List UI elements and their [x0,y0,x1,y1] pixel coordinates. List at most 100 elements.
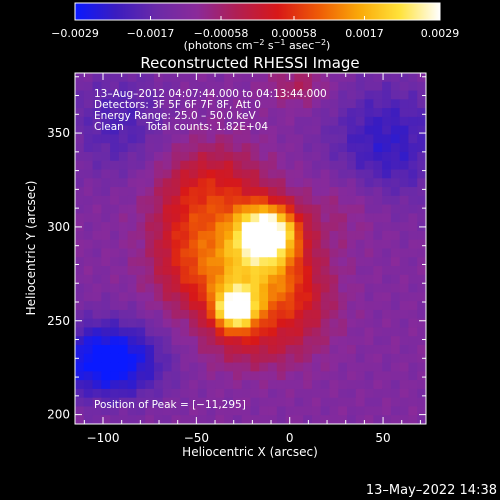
heatmap-cell [110,345,120,355]
heatmap-cell [224,151,234,162]
heatmap-cell [189,195,199,206]
heatmap-cell [145,388,155,399]
heatmap-cell [189,73,199,83]
heatmap-cell [101,73,111,83]
heatmap-cell [224,301,234,311]
heatmap-cell [276,116,287,127]
heatmap-cell [206,151,217,162]
heatmap-cell [162,388,173,399]
heatmap-cell [75,345,85,355]
heatmap-cell [285,248,295,258]
heatmap-cell [110,380,120,390]
heatmap-cell [110,178,120,188]
heatmap-cell [171,143,181,153]
heatmap-cell [241,178,252,188]
heatmap-cell [189,415,199,424]
heatmap-cell [118,380,129,390]
heatmap-cell [355,125,366,136]
heatmap-cell [75,257,85,267]
heatmap-cell [364,222,374,232]
heatmap-cell [180,371,190,381]
heatmap-cell [390,125,401,136]
heatmap-cell [373,143,383,153]
heatmap-cell [241,99,252,109]
heatmap-cell [364,266,374,276]
heatmap-cell [382,406,392,416]
heatmap-cell [285,116,295,127]
heatmap-cell [250,388,260,399]
heatmap-cell [311,257,322,267]
heatmap-cell [294,151,304,162]
heatmap-cell [232,336,243,346]
heatmap-cell [127,239,138,250]
heatmap-cell [110,327,120,337]
heatmap-cell [92,90,102,100]
x-tick-label: −100 [87,431,120,445]
heatmap-cell [320,397,331,408]
heatmap-cell [276,345,287,355]
heatmap-cell [145,169,155,179]
heatmap-cell [110,116,120,127]
heatmap-cell [162,99,173,109]
heatmap-cell [101,327,111,337]
heatmap-cell [417,388,426,399]
heatmap-cell [241,397,252,408]
heatmap-cell [259,204,269,215]
heatmap-cell [75,151,85,162]
heatmap-cell [259,169,269,179]
heatmap-cell [153,81,164,92]
heatmap-cell [83,274,94,285]
heatmap-cell [347,195,357,206]
heatmap-cell [355,397,366,408]
heatmap-cell [311,178,322,188]
heatmap-cell [373,371,383,381]
heatmap-cell [136,274,146,285]
heatmap-cell [285,353,295,364]
heatmap-cell [241,327,252,337]
heatmap-cell [136,160,146,171]
heatmap-cell [268,213,278,223]
heatmap-cell [224,283,234,293]
heatmap-cell [355,353,366,364]
heatmap-cell [259,318,269,329]
heatmap-cell [136,380,146,390]
heatmap-cell [382,151,392,162]
heatmap-cell [241,309,252,320]
heatmap-cell [268,388,278,399]
heatmap-cell [373,274,383,285]
heatmap-cell [417,169,426,179]
heatmap-cell [276,397,287,408]
heatmap-cell [110,371,120,381]
heatmap-cell [197,160,208,171]
colorbar-tick-label: −0.0029 [51,27,99,40]
heatmap-cell [171,160,181,171]
heatmap-cell [338,178,348,188]
heatmap-cell [373,187,383,197]
heatmap-cell [197,169,208,179]
heatmap-cell [75,388,85,399]
heatmap-cell [320,204,331,215]
heatmap-cell [417,134,426,144]
heatmap-cell [250,248,260,258]
heatmap-cell [399,362,410,372]
heatmap-cell [373,283,383,293]
heatmap-cell [153,257,164,267]
heatmap-cell [189,116,199,127]
heatmap-cell [118,318,129,329]
heatmap-cell [364,362,374,372]
heatmap-cell [145,99,155,109]
heatmap-cell [83,345,94,355]
heatmap-cell [399,81,410,92]
heatmap-cell [329,151,339,162]
heatmap-cell [215,187,225,197]
heatmap-cell [364,345,374,355]
heatmap-cell [75,169,85,179]
heatmap-cell [83,301,94,311]
heatmap-cell [110,134,120,144]
heatmap-cell [320,336,331,346]
heatmap-cell [259,257,269,267]
heatmap-cell [390,301,401,311]
heatmap-cell [75,309,85,320]
heatmap-cell [259,116,269,127]
heatmap-cell [364,108,374,118]
